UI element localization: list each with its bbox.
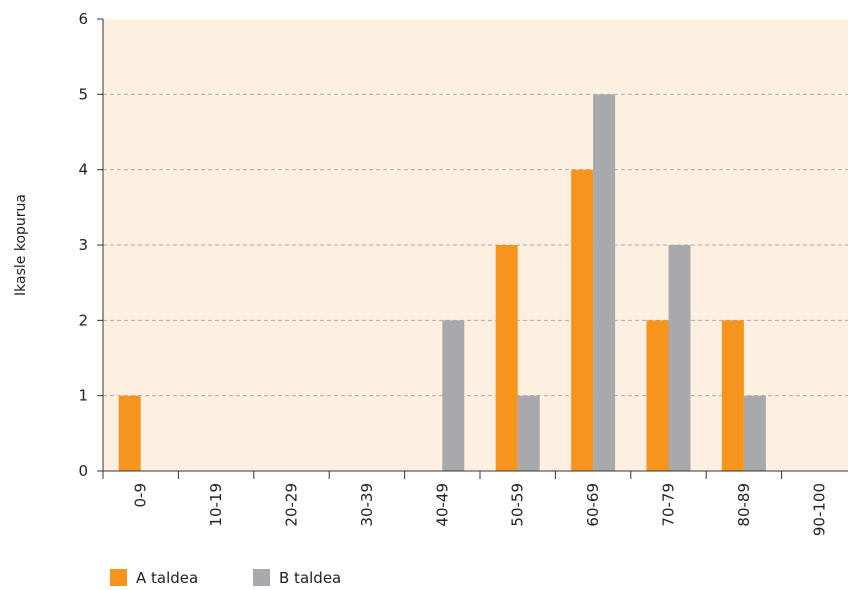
y-tick-label: 0 [78, 462, 88, 480]
x-tick-label: 30-39 [358, 483, 376, 527]
y-axis-label: Ikasle kopurua [13, 194, 29, 296]
legend-swatch [110, 569, 127, 586]
x-tick-label: 60-69 [584, 483, 602, 527]
y-tick-label: 5 [78, 85, 88, 103]
x-tick-label: 10-19 [207, 483, 225, 527]
x-tick-label: 20-29 [283, 483, 301, 527]
bar [442, 320, 465, 471]
bar [646, 320, 669, 471]
bar [668, 245, 691, 471]
x-tick-label: 70-79 [660, 483, 678, 527]
x-tick-label: 40-49 [433, 483, 451, 527]
bar [495, 245, 518, 471]
y-tick-label: 1 [78, 387, 88, 405]
bar [721, 320, 744, 471]
x-tick-label: 90-100 [810, 483, 828, 536]
x-tick-label: 80-89 [735, 483, 753, 527]
legend-label: B taldea [279, 569, 341, 586]
y-tick-label: 2 [78, 311, 88, 329]
bar [571, 169, 594, 471]
legend-swatch [253, 569, 270, 586]
y-tick-label: 6 [78, 10, 88, 28]
bar [743, 395, 766, 471]
y-tick-label: 4 [78, 161, 88, 179]
bar [118, 395, 141, 471]
bar [517, 395, 540, 471]
bar [593, 94, 616, 471]
x-tick-label: 0-9 [132, 483, 150, 508]
x-tick-label: 50-59 [509, 483, 527, 527]
y-tick-label: 3 [78, 236, 88, 254]
legend-label: A taldea [136, 569, 198, 586]
